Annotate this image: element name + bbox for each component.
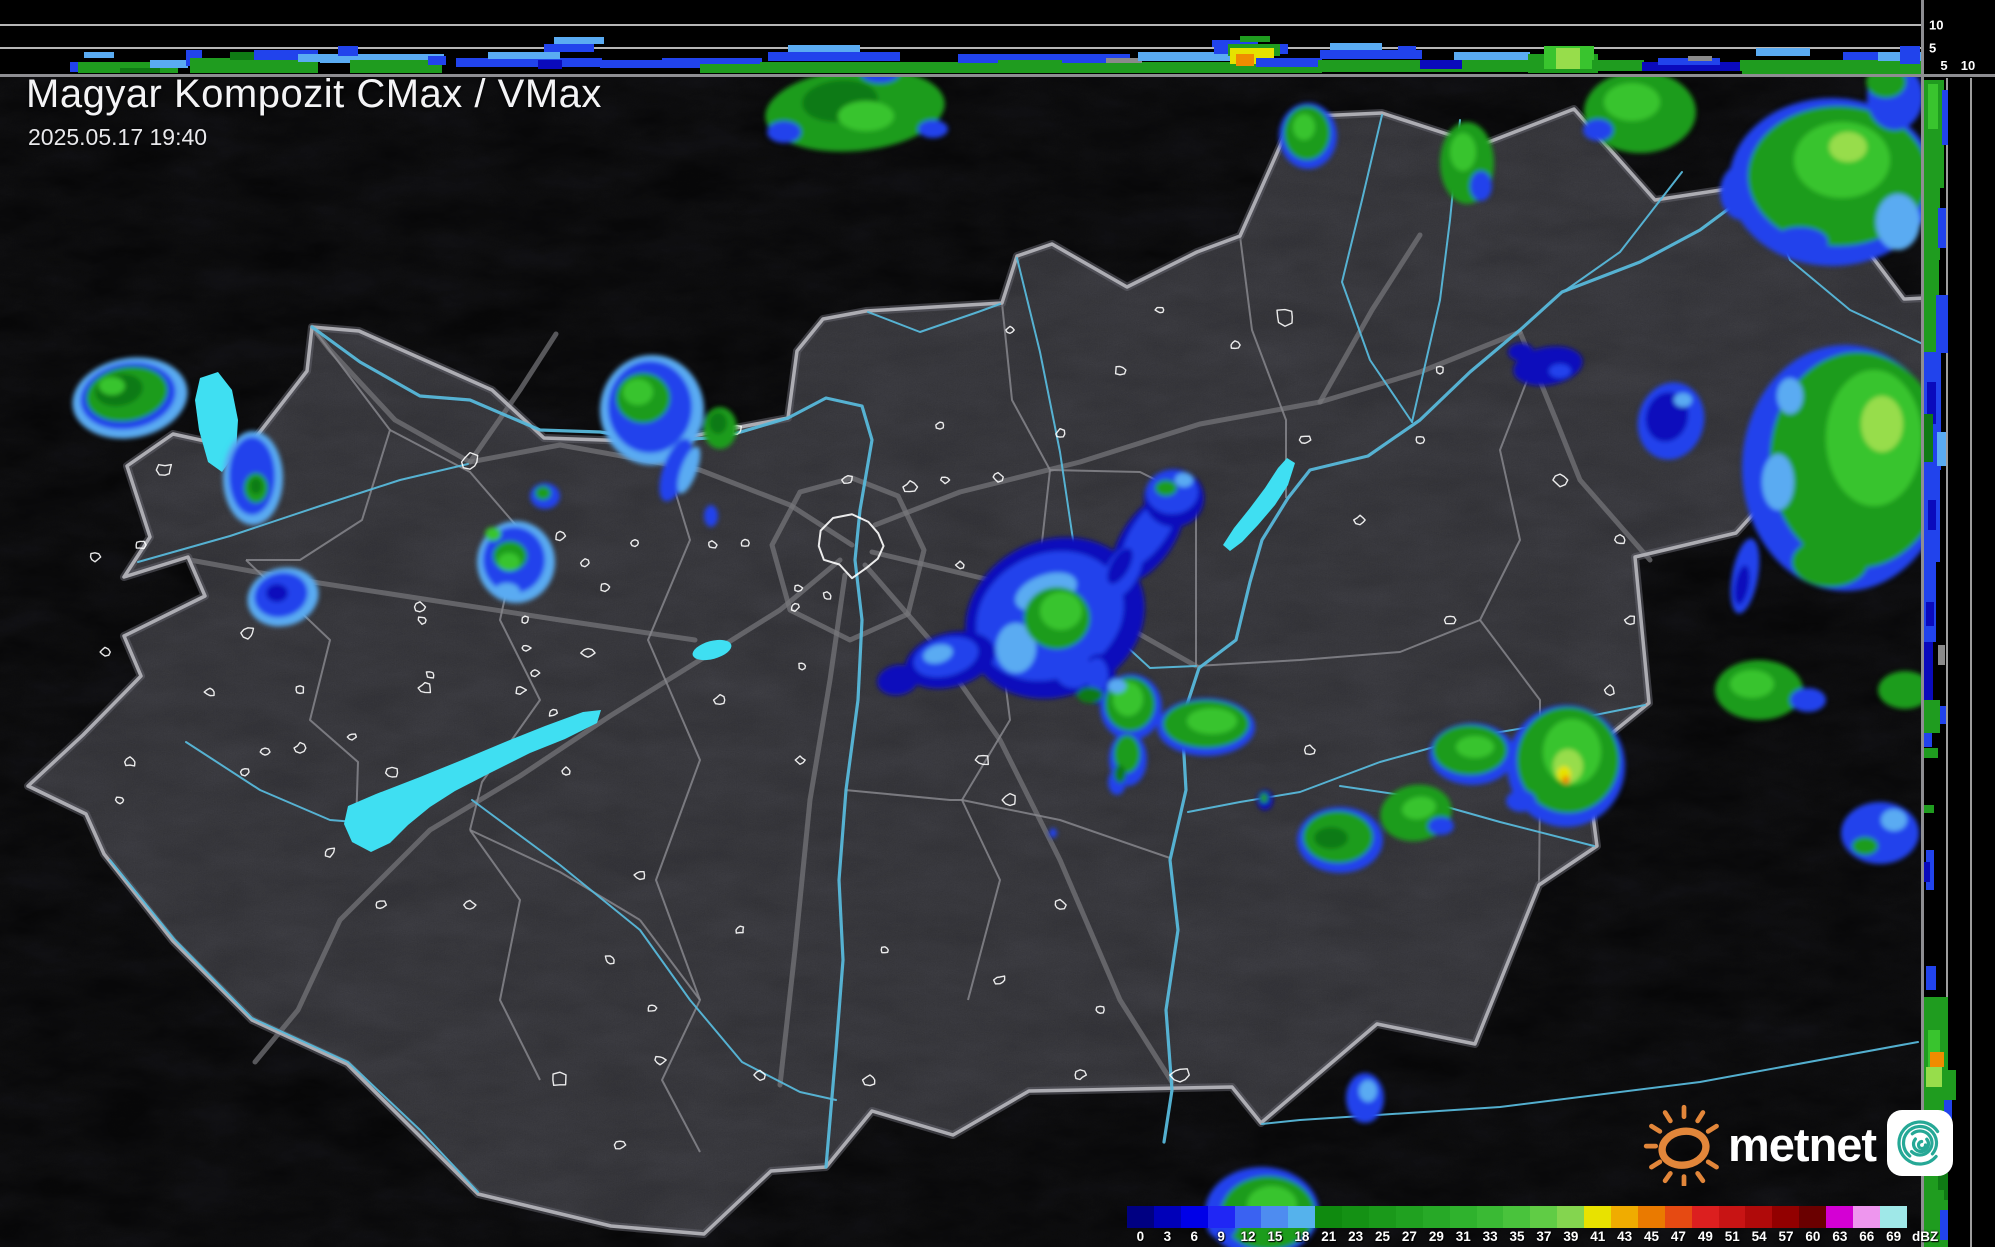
dbz-swatch [1637, 1206, 1665, 1228]
dbz-tick-label: 6 [1190, 1229, 1199, 1244]
dbz-tick-label: 35 [1509, 1229, 1525, 1244]
dbz-swatch [1530, 1206, 1558, 1228]
dbz-swatch [1772, 1206, 1800, 1228]
dbz-tick-label: 66 [1859, 1229, 1875, 1244]
dbz-tick-label: 54 [1751, 1229, 1767, 1244]
dbz-tick-label: 23 [1348, 1229, 1364, 1244]
dbz-swatch [1718, 1206, 1746, 1228]
dbz-swatch [1476, 1206, 1504, 1228]
dbz-swatch [1369, 1206, 1396, 1228]
dbz-swatch [1395, 1206, 1423, 1228]
svg-text:10: 10 [1961, 58, 1975, 73]
dbz-color-swatches [1127, 1206, 1937, 1228]
dbz-tick-label: 60 [1805, 1229, 1821, 1244]
dbz-unit-label: dBZ [1911, 1229, 1939, 1244]
dbz-swatch [1180, 1206, 1208, 1228]
dbz-swatch [1691, 1206, 1719, 1228]
dbz-swatch [1503, 1206, 1531, 1228]
dbz-swatch [1853, 1206, 1880, 1228]
dbz-swatch [1422, 1206, 1450, 1228]
dbz-swatch [1342, 1206, 1370, 1228]
dbz-tick-label: 51 [1724, 1229, 1740, 1244]
right-vertical-profile-strip [1924, 78, 1995, 1247]
dbz-tick-label: 57 [1778, 1229, 1794, 1244]
dbz-swatch [1288, 1206, 1316, 1228]
dbz-swatch [1879, 1206, 1907, 1228]
dbz-tick-label: 15 [1267, 1229, 1283, 1244]
profile-scale-corner: 10 55 10 [1924, 0, 1995, 74]
dbz-color-scale: 0 3 6 9 12 15 18 21 23 25 27 29 31 33 35 37 39 41 43 45 47 49… [1127, 1206, 1939, 1247]
dbz-tick-label: 41 [1590, 1229, 1606, 1244]
dbz-swatch [1557, 1206, 1585, 1228]
dbz-swatch [1611, 1206, 1638, 1228]
svg-text:10: 10 [1929, 17, 1943, 32]
dbz-tick-label: 25 [1375, 1229, 1391, 1244]
dbz-swatch [1153, 1206, 1181, 1228]
dbz-scale-labels: 0 3 6 9 12 15 18 21 23 25 27 29 31 33 35 37 39 41 43 45 47 49… [1127, 1229, 1939, 1247]
dbz-tick-label: 12 [1240, 1229, 1256, 1244]
dbz-tick-label: 43 [1617, 1229, 1633, 1244]
dbz-tick-label: 21 [1321, 1229, 1337, 1244]
dbz-tick-label: 49 [1697, 1229, 1713, 1244]
metnet-app-icon [1887, 1110, 1954, 1176]
dbz-tick-label: 29 [1428, 1229, 1444, 1244]
dbz-swatch [1127, 1206, 1154, 1228]
top-vertical-profile-strip [0, 0, 1922, 74]
dbz-tick-label: 31 [1455, 1229, 1471, 1244]
dbz-swatch [1584, 1206, 1612, 1228]
dbz-tick-label: 33 [1482, 1229, 1498, 1244]
page-title: Magyar Kompozit CMax / VMax [26, 72, 602, 116]
dbz-swatch [1449, 1206, 1477, 1228]
metnet-logo: metnet [1642, 1102, 1956, 1186]
dbz-tick-label: 9 [1217, 1229, 1225, 1244]
dbz-tick-label: 0 [1136, 1229, 1145, 1244]
dbz-swatch [1664, 1206, 1692, 1228]
dbz-tick-label: 45 [1644, 1229, 1660, 1244]
dbz-tick-label: 47 [1670, 1229, 1686, 1244]
dbz-tick-label: 69 [1886, 1229, 1902, 1244]
dbz-swatch [1745, 1206, 1773, 1228]
dbz-swatch [1234, 1206, 1262, 1228]
dbz-tick-label: 37 [1536, 1229, 1552, 1244]
dbz-swatch [1207, 1206, 1235, 1228]
dbz-swatch [1826, 1206, 1854, 1228]
dbz-tick-label: 39 [1563, 1229, 1579, 1244]
timestamp: 2025.05.17 19:40 [28, 124, 208, 150]
dbz-tick-label: 27 [1401, 1229, 1417, 1244]
svg-text:5: 5 [1929, 40, 1936, 55]
svg-text:5: 5 [1940, 58, 1947, 73]
dbz-tick-label: 63 [1832, 1229, 1848, 1244]
metnet-wordmark: metnet [1728, 1117, 1877, 1171]
dbz-swatch [1799, 1206, 1827, 1228]
dbz-tick-label: 18 [1294, 1229, 1310, 1244]
dbz-tick-label: 3 [1163, 1229, 1172, 1244]
sun-icon [1643, 1104, 1719, 1186]
dbz-swatch [1261, 1206, 1289, 1228]
dbz-swatch [1315, 1206, 1343, 1228]
